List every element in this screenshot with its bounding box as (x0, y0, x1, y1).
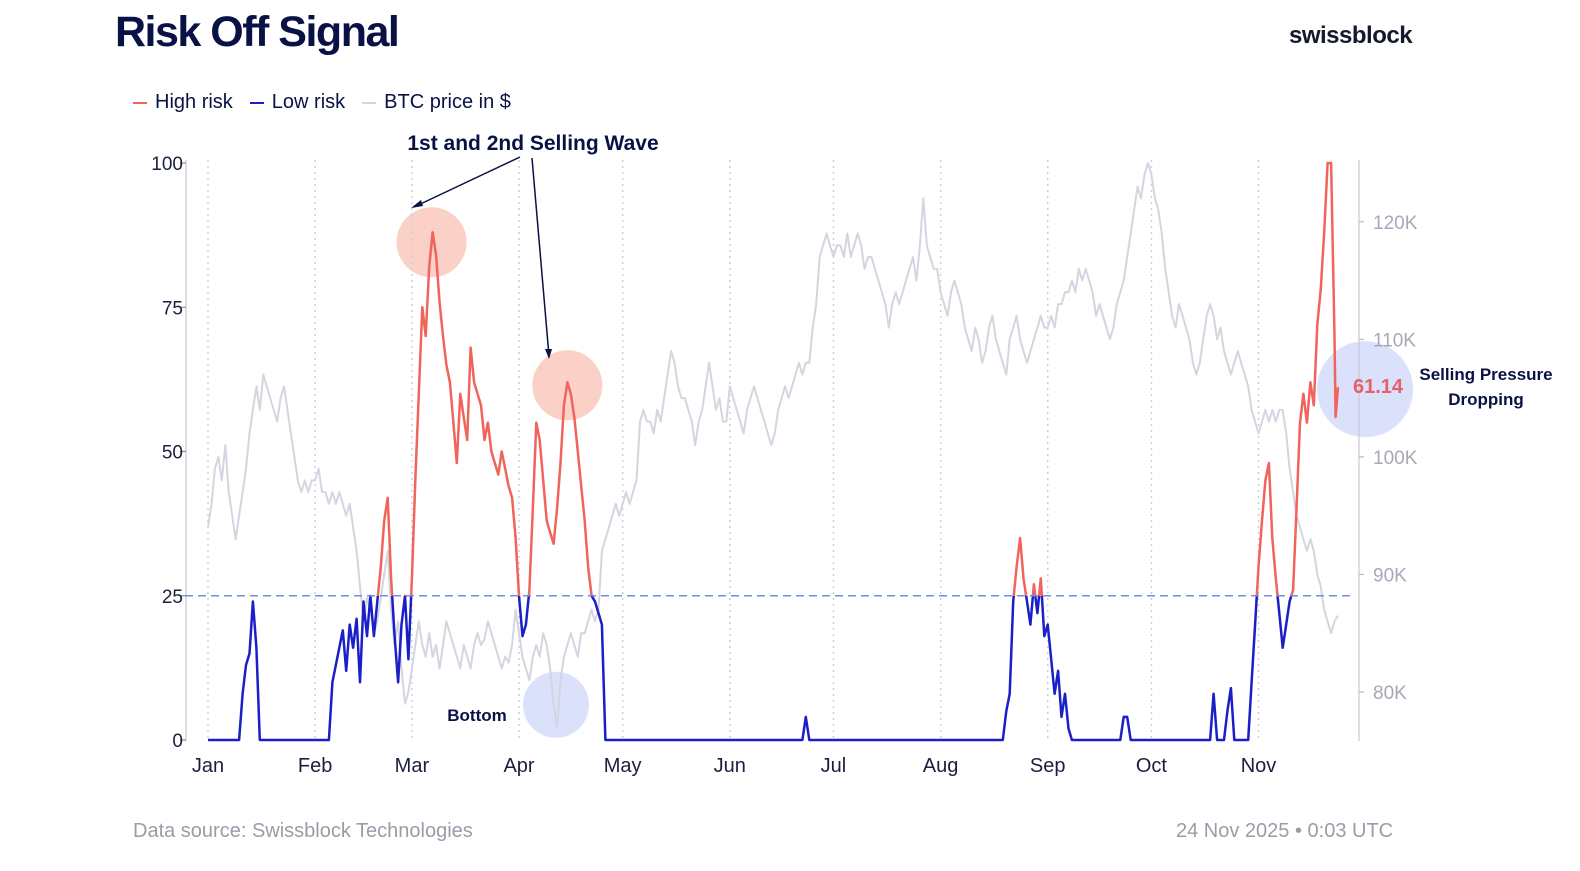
x-tick-label-jun: Jun (714, 755, 746, 777)
selling-wave-arrow-2 (531, 157, 550, 357)
high-risk-swatch (133, 101, 147, 104)
right-axis-ticks: 80K 90K 100K 110K 120K (1359, 213, 1418, 704)
selling-pressure-label-line1: Selling Pressure (1419, 365, 1552, 384)
selling-wave-label: 1st and 2nd Selling Wave (407, 132, 658, 155)
left-tick-label: 25 (162, 587, 183, 608)
legend-item-high-risk[interactable]: High risk (133, 91, 233, 114)
high-risk-line (369, 161, 1340, 596)
bottom-label: Bottom (447, 706, 506, 725)
x-axis-ticks: Jan Feb Mar Apr May Jun Jul Aug Sep Oct Nov (192, 755, 1276, 777)
btc-price-swatch (362, 101, 377, 104)
right-tick-label: 80K (1373, 683, 1407, 704)
page-title: Risk Off Signal (115, 8, 400, 56)
x-tick-label-jul: Jul (821, 755, 847, 777)
left-axis-ticks: 0 25 50 75 100 (151, 154, 186, 752)
selling-pressure-label-line2: Dropping (1448, 390, 1524, 409)
left-tick-label: 0 (172, 731, 183, 752)
legend-item-low-risk[interactable]: Low risk (249, 91, 346, 114)
timestamp: 24 Nov 2025 • 0:03 UTC (1176, 820, 1394, 842)
low-risk-swatch (249, 101, 264, 104)
legend-item-btc-price[interactable]: BTC price in $ (362, 91, 511, 114)
x-tick-label-oct: Oct (1136, 755, 1168, 777)
brand-logo: swissblock (1289, 22, 1413, 49)
left-tick-label: 50 (162, 443, 183, 464)
legend-label-high-risk: High risk (155, 91, 233, 113)
low-risk-line (208, 596, 1293, 742)
right-tick-label: 100K (1373, 448, 1418, 469)
chart-legend: High risk Low risk BTC price in $ (133, 91, 528, 114)
x-tick-label-aug: Aug (923, 755, 959, 777)
bottom-highlight (523, 671, 590, 738)
x-tick-label-apr: Apr (503, 755, 534, 777)
selling-wave-arrowhead-1 (411, 200, 423, 208)
selling-pressure-highlight (1317, 341, 1413, 438)
chart-axes (185, 160, 1360, 741)
selling-wave-arrow-1 (413, 156, 521, 208)
month-gridlines (207, 160, 1260, 740)
x-tick-label-feb: Feb (298, 755, 332, 777)
end-value-label: 61.14 (1353, 376, 1404, 398)
x-tick-label-sep: Sep (1030, 755, 1066, 777)
x-tick-label-may: May (604, 755, 642, 777)
right-tick-label: 110K (1373, 330, 1416, 351)
left-tick-label: 100 (151, 154, 183, 175)
right-tick-label: 90K (1373, 565, 1407, 586)
data-source-note: Data source: Swissblock Technologies (133, 820, 473, 842)
x-tick-label-mar: Mar (395, 755, 430, 777)
btc-price-line (207, 162, 1339, 729)
right-tick-label: 120K (1373, 213, 1418, 234)
legend-label-low-risk: Low risk (271, 91, 346, 113)
x-tick-label-nov: Nov (1241, 755, 1277, 777)
selling-wave-annotation: 1st and 2nd Selling Wave (407, 132, 659, 359)
left-tick-label: 75 (162, 298, 183, 319)
x-tick-label-jan: Jan (192, 755, 224, 777)
selling-wave-arrowhead-2 (545, 349, 552, 359)
legend-label-btc-price: BTC price in $ (384, 91, 511, 113)
